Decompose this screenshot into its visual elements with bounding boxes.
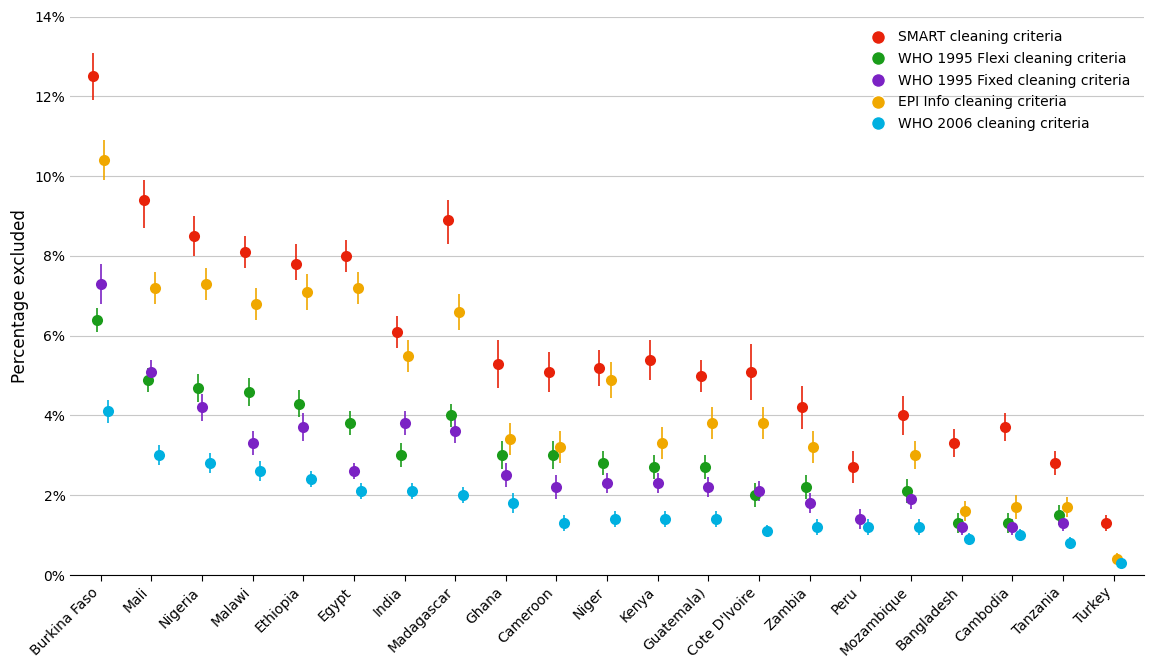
Legend: SMART cleaning criteria, WHO 1995 Flexi cleaning criteria, WHO 1995 Fixed cleani: SMART cleaning criteria, WHO 1995 Flexi … <box>857 23 1137 138</box>
Y-axis label: Percentage excluded: Percentage excluded <box>12 209 29 383</box>
